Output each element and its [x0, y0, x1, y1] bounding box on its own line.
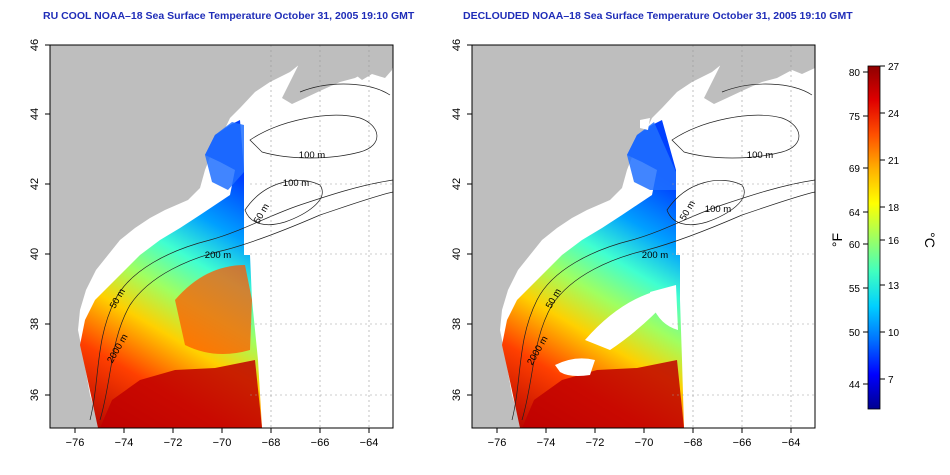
- right-map-panel: −76 −74 −72 −70 −68 −66 −64 36 38 40 42 44 46 100 m 10…: [451, 39, 816, 449]
- fahrenheit-tick-label: 44: [849, 380, 861, 391]
- land-mass: [50, 45, 393, 428]
- y-tick-label: 46: [29, 39, 41, 51]
- fahrenheit-tick-label: 50: [849, 328, 861, 339]
- celsius-tick-label: 27: [888, 62, 900, 73]
- celsius-tick-label: 10: [888, 328, 900, 339]
- y-tick-label: 44: [29, 108, 41, 120]
- y-tick-label: 40: [451, 248, 463, 260]
- y-tick-label: 36: [451, 389, 463, 401]
- gulf-stream: [522, 360, 684, 428]
- y-tick-label: 38: [29, 318, 41, 330]
- x-tick-label: −70: [635, 437, 654, 449]
- fahrenheit-tick-label: 69: [849, 164, 861, 175]
- nova-scotia: [282, 45, 393, 104]
- celsius-label: °C: [922, 232, 938, 248]
- x-tick-label: −74: [537, 437, 556, 449]
- y-tick-label: 44: [451, 108, 463, 120]
- right-map-title: DECLOUDED NOAA–18 Sea Surface Temperatur…: [463, 10, 853, 22]
- x-tick-label: −70: [213, 437, 232, 449]
- contour-label: 100 m: [747, 150, 773, 161]
- fahrenheit-tick-label: 75: [849, 112, 861, 123]
- colorbar-gradient: [867, 65, 881, 410]
- x-tick-label: −64: [360, 437, 379, 449]
- y-tick-label: 36: [29, 389, 41, 401]
- contour-label: 200 m: [205, 250, 231, 261]
- contour-label: 100 m: [299, 150, 325, 161]
- contour-label: 100 m: [705, 204, 731, 215]
- x-tick-label: −68: [684, 437, 703, 449]
- warm-eddy: [175, 265, 252, 354]
- y-tick-label: 42: [451, 178, 463, 190]
- cold-wedge: [205, 122, 244, 190]
- left-map-title: RU COOL NOAA–18 Sea Surface Temperature …: [43, 10, 415, 22]
- grid-lines: [250, 45, 393, 428]
- y-tick-label: 38: [451, 318, 463, 330]
- celsius-tick-label: 7: [888, 375, 894, 386]
- fahrenheit-label: °F: [829, 233, 845, 247]
- celsius-tick-label: 24: [888, 109, 900, 120]
- gulf-stream: [100, 360, 262, 428]
- fahrenheit-tick-label: 55: [849, 284, 861, 295]
- x-tick-label: −74: [115, 437, 134, 449]
- contour-label: 200 m: [642, 250, 668, 261]
- x-tick-label: −72: [586, 437, 605, 449]
- bathymetry-contours: [511, 83, 815, 421]
- fahrenheit-tick-label: 64: [849, 208, 861, 219]
- celsius-tick-label: 18: [888, 203, 900, 214]
- y-tick-label: 42: [29, 178, 41, 190]
- cold-wedge: [627, 122, 676, 190]
- x-tick-label: −66: [733, 437, 752, 449]
- x-tick-label: −64: [782, 437, 801, 449]
- fahrenheit-tick-label: 80: [849, 68, 861, 79]
- bathymetry-contours: [89, 83, 393, 421]
- left-map-panel: −76 −74 −72 −70 −68 −66 −64 36 38 40 42 44 46 100 m 10…: [29, 39, 394, 449]
- nova-scotia: [704, 45, 815, 104]
- y-tick-label: 40: [29, 248, 41, 260]
- celsius-tick-label: 13: [888, 281, 900, 292]
- y-tick-label: 46: [451, 39, 463, 51]
- x-tick-label: −76: [66, 437, 85, 449]
- x-tick-label: −68: [262, 437, 281, 449]
- temperature-colorbar: °F °C 80 75 69 64 60 55 50 44 27 24 21 18 16 13 10 7: [829, 62, 938, 410]
- grid-lines: [672, 45, 815, 428]
- x-tick-label: −72: [164, 437, 183, 449]
- land-mass: [472, 45, 727, 428]
- x-tick-label: −76: [488, 437, 507, 449]
- cloud-mask: [555, 118, 678, 376]
- contour-label: 100 m: [283, 178, 309, 189]
- fahrenheit-tick-label: 60: [849, 240, 861, 251]
- sst-field: [502, 120, 684, 428]
- celsius-tick-label: 16: [888, 236, 900, 247]
- celsius-tick-label: 21: [888, 156, 900, 167]
- x-tick-label: −66: [311, 437, 330, 449]
